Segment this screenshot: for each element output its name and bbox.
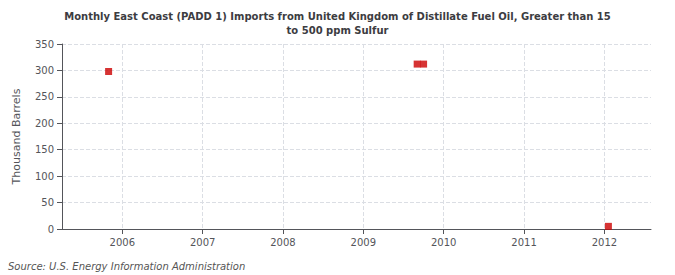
svg-text:150: 150 [35, 144, 54, 155]
svg-text:300: 300 [35, 65, 54, 76]
svg-text:200: 200 [35, 118, 54, 129]
svg-text:to 500 ppm Sulfur: to 500 ppm Sulfur [287, 25, 389, 36]
svg-text:2009: 2009 [351, 237, 376, 248]
svg-text:2008: 2008 [270, 237, 295, 248]
svg-text:350: 350 [35, 39, 54, 50]
svg-text:Source: U.S. Energy Informatio: Source: U.S. Energy Information Administ… [8, 261, 245, 272]
svg-text:2006: 2006 [110, 237, 135, 248]
svg-text:100: 100 [35, 171, 54, 182]
svg-text:2007: 2007 [190, 237, 215, 248]
svg-text:0: 0 [48, 224, 54, 235]
svg-text:2012: 2012 [592, 237, 617, 248]
svg-text:50: 50 [41, 197, 54, 208]
svg-text:Monthly East Coast (PADD 1) Im: Monthly East Coast (PADD 1) Imports from… [64, 11, 611, 22]
svg-text:2011: 2011 [511, 237, 536, 248]
svg-text:250: 250 [35, 91, 54, 102]
svg-text:Thousand Barrels: Thousand Barrels [10, 88, 23, 185]
svg-text:2010: 2010 [431, 237, 456, 248]
